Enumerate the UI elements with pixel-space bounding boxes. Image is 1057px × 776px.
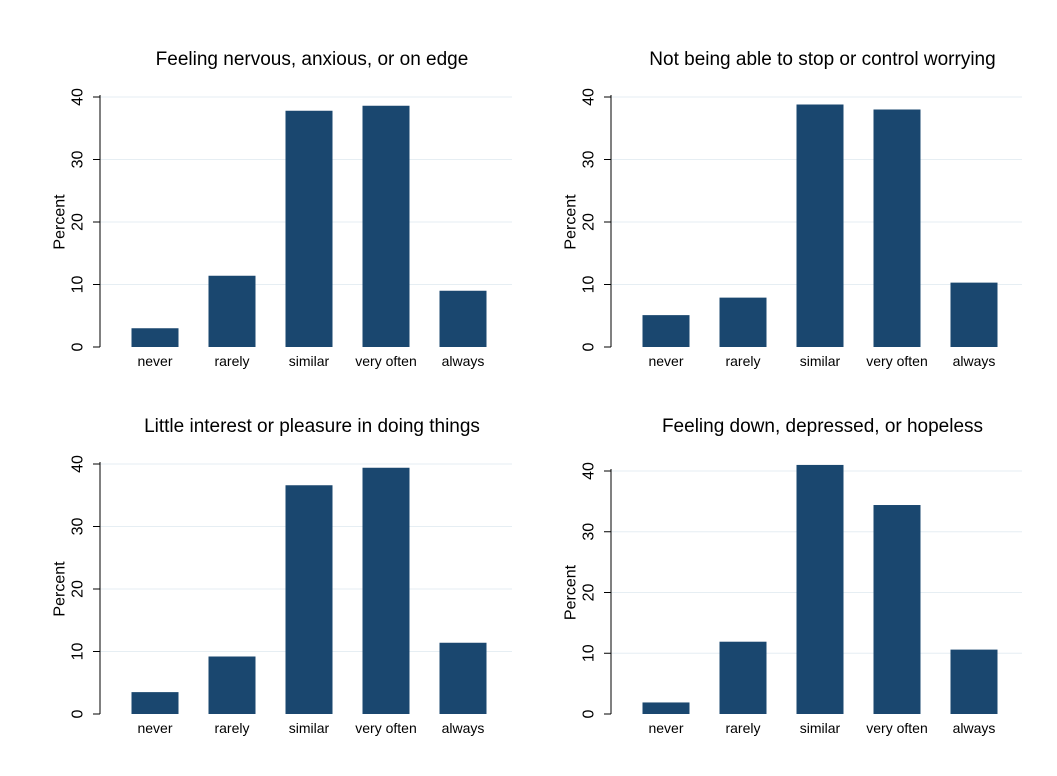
x-tick-label: very often <box>866 720 927 736</box>
x-tick-label: rarely <box>725 353 760 369</box>
y-axis-label: Percent <box>563 564 580 620</box>
bar-very-often <box>873 109 921 347</box>
x-tick-label: very often <box>355 353 416 369</box>
bar-always <box>439 642 487 714</box>
bar-similar <box>796 464 844 714</box>
y-tick-label: 20 <box>70 580 87 598</box>
x-tick-label: never <box>648 720 683 736</box>
x-tick-label: rarely <box>725 720 760 736</box>
y-tick-label: 20 <box>70 213 87 231</box>
bar-always <box>950 282 998 347</box>
y-tick-label: 10 <box>581 276 598 294</box>
y-tick-label: 30 <box>70 518 87 536</box>
bar-never <box>642 702 690 714</box>
x-tick-label: similar <box>800 353 841 369</box>
y-tick-label: 0 <box>70 709 87 718</box>
x-tick-label: similar <box>289 720 330 736</box>
panel-title: Not being able to stop or control worryi… <box>649 49 995 70</box>
y-tick-label: 10 <box>70 276 87 294</box>
y-tick-label: 10 <box>581 644 598 662</box>
panel-title: Feeling nervous, anxious, or on edge <box>156 49 469 70</box>
x-tick-label: always <box>442 720 485 736</box>
x-tick-label: very often <box>866 353 927 369</box>
x-tick-label: always <box>442 353 485 369</box>
y-tick-label: 30 <box>70 151 87 169</box>
x-tick-label: rarely <box>214 720 249 736</box>
x-tick-label: never <box>137 720 172 736</box>
y-tick-label: 10 <box>70 643 87 661</box>
y-tick-label: 20 <box>581 213 598 231</box>
bar-always <box>439 290 487 347</box>
bar-similar <box>796 104 844 347</box>
y-tick-label: 0 <box>70 342 87 351</box>
y-tick-label: 40 <box>581 462 598 480</box>
y-tick-label: 20 <box>581 584 598 602</box>
x-tick-label: very often <box>355 720 416 736</box>
chart-panel-3: Little interest or pleasure in doing thi… <box>52 416 512 736</box>
x-tick-label: rarely <box>214 353 249 369</box>
bar-never <box>131 328 179 347</box>
y-tick-label: 30 <box>581 523 598 541</box>
bar-never <box>642 315 690 347</box>
panel-title: Little interest or pleasure in doing thi… <box>144 416 480 437</box>
bar-always <box>950 649 998 714</box>
bar-very-often <box>873 505 921 714</box>
x-tick-label: always <box>953 353 996 369</box>
bar-very-often <box>362 467 410 714</box>
bar-similar <box>285 110 333 347</box>
y-tick-label: 40 <box>70 88 87 106</box>
y-tick-label: 30 <box>581 151 598 169</box>
x-tick-label: never <box>137 353 172 369</box>
bar-rarely <box>208 275 256 347</box>
panel-title: Feeling down, depressed, or hopeless <box>662 416 983 437</box>
y-tick-label: 0 <box>581 709 598 718</box>
y-axis-label: Percent <box>52 194 69 250</box>
y-tick-label: 40 <box>70 455 87 473</box>
chart-panel-4: Feeling down, depressed, or hopeless 0 10 2… <box>563 416 1022 736</box>
bar-rarely <box>208 656 256 714</box>
y-tick-label: 40 <box>581 88 598 106</box>
x-tick-label: similar <box>800 720 841 736</box>
y-axis-label: Percent <box>563 194 580 250</box>
chart-panel-1: Feeling nervous, anxious, or on edge 0 10 2… <box>52 49 512 369</box>
x-tick-label: never <box>648 353 683 369</box>
bar-similar <box>285 485 333 714</box>
bar-rarely <box>719 297 767 347</box>
x-tick-label: similar <box>289 353 330 369</box>
bar-rarely <box>719 641 767 714</box>
y-tick-label: 0 <box>581 342 598 351</box>
bar-never <box>131 692 179 714</box>
y-axis-label: Percent <box>52 561 69 617</box>
chart-panel-2: Not being able to stop or control worryi… <box>563 49 1022 369</box>
x-tick-label: always <box>953 720 996 736</box>
bar-very-often <box>362 105 410 347</box>
